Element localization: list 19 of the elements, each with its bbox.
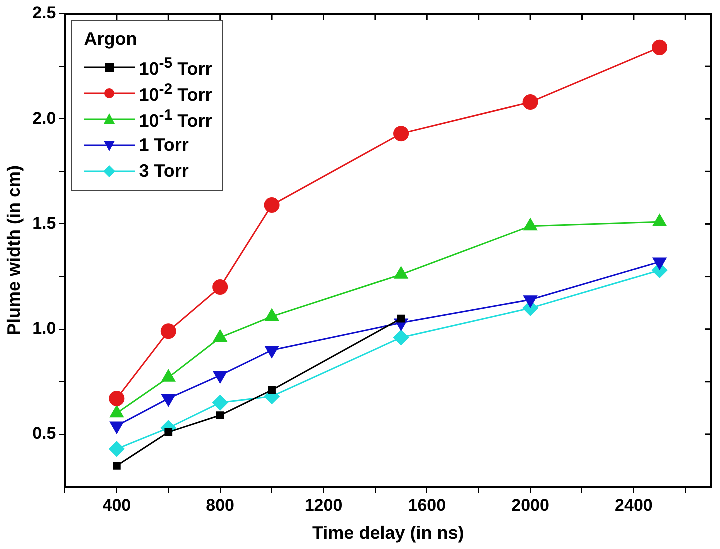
y-tick-label: 2.5 <box>32 4 56 23</box>
legend-label: 1 Torr <box>139 134 189 156</box>
x-tick-label: 1200 <box>304 496 343 515</box>
x-tick-label: 1600 <box>408 496 446 515</box>
y-tick-label: 2.0 <box>32 108 56 128</box>
y-tick-label: 0.5 <box>32 424 56 444</box>
x-tick-label: 400 <box>102 496 132 515</box>
legend-label: 10$^{-1}$ Torr <box>139 106 212 132</box>
x-tick-label: 800 <box>206 496 235 515</box>
legend-title: Argon <box>84 29 138 50</box>
y-tick-label: 1.0 <box>32 319 56 338</box>
y-axis-title: Plume width (in cm) <box>4 165 24 336</box>
legend-label: 3 Torr <box>139 160 189 182</box>
x-tick-label: 2000 <box>512 496 550 515</box>
legend-label: 10$^{-2}$ Torr <box>139 80 212 106</box>
x-tick-label: 2400 <box>615 496 653 515</box>
x-axis-title: Time delay (in ns) <box>312 523 464 544</box>
legend-label: 10$^{-5}$ Torr <box>139 54 212 80</box>
y-tick-label: 1.5 <box>32 214 56 233</box>
